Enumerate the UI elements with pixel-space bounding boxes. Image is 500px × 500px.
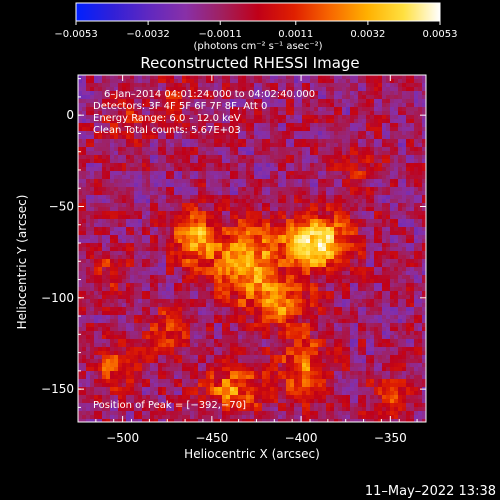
annotation-clean: Clean Total counts: 5.67E+03 xyxy=(93,125,241,136)
colorbar-tick-label: 0.0011 xyxy=(278,29,313,40)
colorbar-tick-label: 0.0032 xyxy=(350,29,385,40)
y-tick-label: −150 xyxy=(41,382,74,396)
x-tick-label: −500 xyxy=(106,431,139,445)
annotation-detectors: Detectors: 3F 4F 5F 6F 7F 8F, Att 0 xyxy=(93,101,267,112)
x-tick-label: −350 xyxy=(374,431,407,445)
x-tick-label: −400 xyxy=(285,431,318,445)
x-axis-label: Heliocentric X (arcsec) xyxy=(184,447,320,461)
y-tick-label: 0 xyxy=(66,108,74,122)
colorbar-tick-label: −0.0053 xyxy=(54,29,97,40)
annotation-peak: Position of Peak = [−392,−70] xyxy=(93,400,246,411)
colorbar-ticks: −0.0053 −0.0032 −0.0011 0.0011 0.0032 0.0053 xyxy=(54,21,458,40)
heatmap-image xyxy=(78,75,426,422)
x-axis-ticks: −500 −450 −400 −350 xyxy=(77,75,418,445)
x-tick-label: −450 xyxy=(195,431,228,445)
annotation-energy: Energy Range: 6.0 – 12.0 keV xyxy=(93,113,241,124)
y-axis-ticks: 0 −50 −100 −150 xyxy=(41,78,426,408)
annotations: 6–Jan–2014 04:01:24.000 to 04:02:40.000 … xyxy=(93,89,315,411)
annotation-time-range: 6–Jan–2014 04:01:24.000 to 04:02:40.000 xyxy=(104,89,315,100)
footer-timestamp: 11–May–2022 13:38 xyxy=(365,484,496,499)
colorbar: −0.0053 −0.0032 −0.0011 0.0011 0.0032 0.0053 … xyxy=(54,2,458,52)
colorbar-gradient xyxy=(75,2,441,22)
plot-frame xyxy=(77,74,427,423)
colorbar-tick-label: 0.0053 xyxy=(423,29,458,40)
y-tick-label: −50 xyxy=(49,199,74,213)
colorbar-units: (photons cm⁻² s⁻¹ asec⁻²) xyxy=(193,41,322,52)
colorbar-tick-label: −0.0011 xyxy=(199,29,242,40)
chart-title: Reconstructed RHESSI Image xyxy=(140,54,359,72)
y-axis-label: Heliocentric Y (arcsec) xyxy=(15,195,29,330)
colorbar-tick-label: −0.0032 xyxy=(126,29,169,40)
y-tick-label: −100 xyxy=(41,291,74,305)
